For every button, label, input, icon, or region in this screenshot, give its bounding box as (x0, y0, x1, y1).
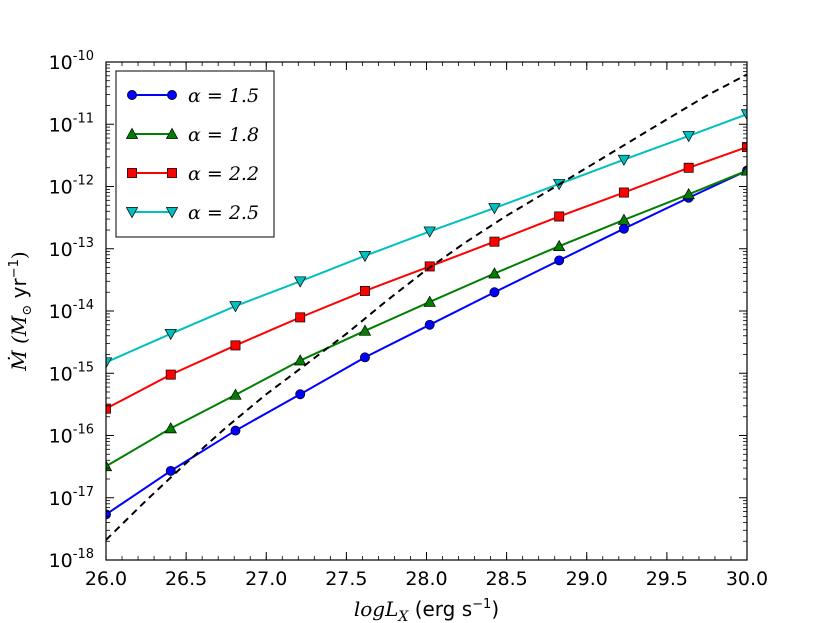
legend-marker (165, 207, 179, 219)
series-3-point (742, 142, 747, 153)
series-4-point (740, 109, 747, 121)
series-2-point (294, 354, 307, 366)
series-2-point (682, 187, 695, 200)
series-4-point (488, 203, 501, 215)
y-tick-label: 10-11 (49, 111, 94, 136)
legend-marker (165, 127, 179, 139)
y-axis-label: Ṁ (M⊙ yr−1) (7, 251, 35, 371)
x-tick-label: 26.5 (165, 568, 207, 590)
y-tick-label: 10-18 (49, 547, 94, 572)
legend-box (115, 70, 275, 238)
dashed-reference-line (106, 73, 747, 541)
plot-area (106, 73, 747, 541)
legend-label: α = 2.2 (188, 163, 259, 185)
series-2-point (740, 164, 747, 176)
legend-marker (127, 90, 137, 100)
series-2-point (552, 239, 566, 252)
series-4-point (106, 357, 113, 369)
y-tick-label: 10-10 (49, 49, 94, 74)
y-tick-label: 10-13 (49, 236, 94, 261)
series-1-point (554, 255, 565, 266)
legend-label: α = 2.5 (188, 202, 259, 224)
series-1-point (489, 287, 500, 298)
series-2-point (617, 213, 631, 225)
legend-marker (167, 90, 177, 100)
x-tick-label: 28.0 (405, 568, 447, 590)
series-4-point (358, 250, 372, 263)
series-1-point (618, 223, 629, 234)
series-4-point (164, 328, 177, 341)
y-tick-label: 10-15 (49, 360, 94, 385)
x-tick-label: 29.5 (646, 568, 688, 590)
series-2-point (229, 388, 242, 400)
x-tick-label: 28.5 (485, 568, 527, 590)
series-2-point (358, 324, 372, 336)
series-1-point (360, 352, 370, 363)
series-1-point (230, 425, 241, 436)
legend: α = 1.5 α = 1.8 α = 2.2 α = 2.5 (115, 70, 275, 238)
series-3-point (165, 369, 176, 380)
x-axis-label: logLX (erg s−1) (354, 597, 499, 623)
series-3-point (360, 285, 370, 296)
series-2-point (164, 422, 177, 434)
y-tick-label: 10-17 (49, 485, 94, 510)
x-tick-label: 30.0 (726, 568, 768, 590)
series-1-point (295, 389, 306, 400)
x-tick-label: 27.0 (245, 568, 287, 590)
series-2-point (488, 267, 501, 279)
series-4-point (423, 226, 436, 238)
series-3-point (230, 340, 241, 351)
series-3-point (489, 236, 500, 247)
legend-marker (125, 207, 139, 219)
series-3-point (618, 187, 629, 198)
y-tick-label: 10-16 (49, 423, 94, 448)
legend-marker (127, 168, 137, 178)
legend-label: α = 1.8 (188, 124, 259, 146)
series-3-point (295, 312, 306, 323)
series-3-point (683, 162, 694, 173)
series-1-point (165, 465, 176, 476)
y-tick-label: 10-12 (49, 174, 94, 199)
series-4-point (617, 154, 631, 166)
x-tick-label: 29.0 (566, 568, 608, 590)
series-4-point (294, 276, 307, 288)
series-2-point (423, 295, 436, 307)
y-tick-label: 10-14 (49, 298, 94, 323)
legend-marker (167, 168, 177, 178)
series-1-point (424, 319, 435, 330)
legend-label: α = 1.5 (188, 85, 259, 107)
x-tick-label: 26.0 (85, 568, 127, 590)
legend-marker (125, 127, 139, 139)
x-tick-label: 27.5 (325, 568, 367, 590)
series-3-point (554, 211, 565, 222)
series-4-point (682, 131, 695, 143)
series-4-point (229, 301, 242, 313)
